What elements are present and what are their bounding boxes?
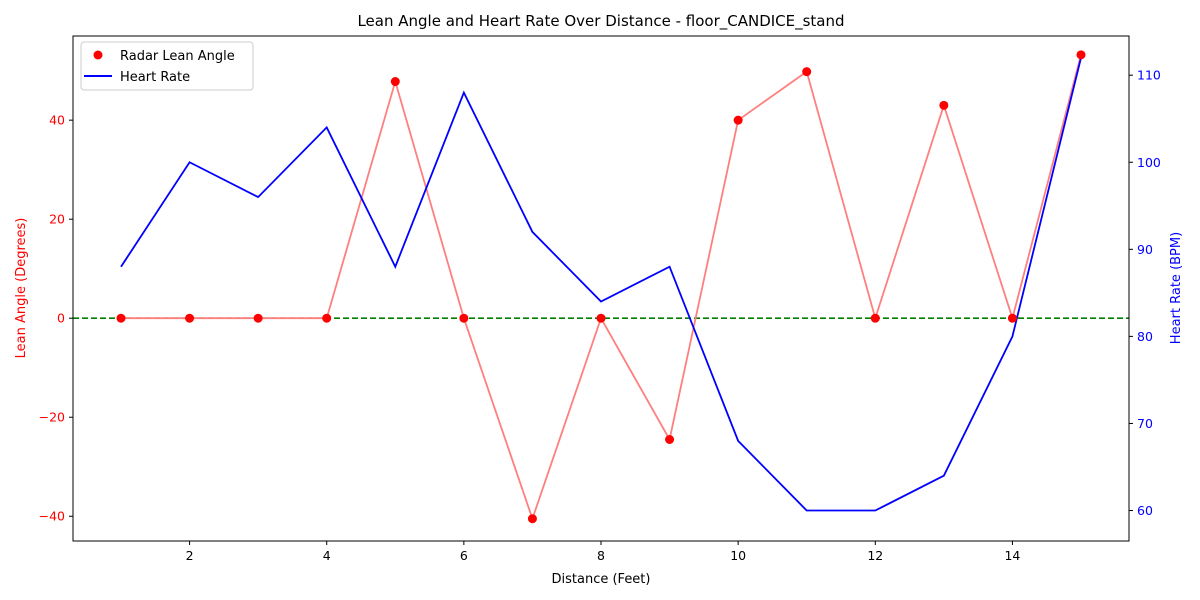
legend-box (80, 41, 254, 91)
x-axis-title: Distance (Feet) (552, 572, 651, 587)
x-tick-label: 14 (1004, 548, 1020, 563)
left-y-tick-label: 0 (57, 311, 65, 326)
lean-angle-point (253, 313, 263, 323)
chart-title: Lean Angle and Heart Rate Over Distance … (357, 12, 844, 31)
x-tick-label: 10 (730, 548, 746, 563)
lean-angle-point (939, 100, 949, 110)
right-y-tick-label: 100 (1137, 155, 1161, 170)
x-tick-label: 2 (186, 548, 194, 563)
lean-angle-point (459, 313, 469, 323)
legend: Radar Lean Angle Heart Rate (80, 41, 254, 91)
right-y-tick-label: 90 (1137, 242, 1153, 257)
lean-angle-point (116, 313, 126, 323)
lean-angle-point (802, 67, 812, 77)
lean-angle-point (733, 115, 743, 125)
lean-angle-point (870, 313, 880, 323)
x-tick-label: 8 (597, 548, 605, 563)
legend-label-heart: Heart Rate (120, 70, 190, 85)
axes: 2 4 6 8 10 12 14 −40 −20 0 20 40 60 70 80 90 100 110 (39, 68, 1161, 563)
lean-angle-point (665, 435, 675, 445)
left-axis-title: Lean Angle (Degrees) (14, 218, 29, 359)
left-y-tick-label: −20 (39, 410, 65, 425)
lean-angle-point (596, 313, 606, 323)
right-axis-title: Heart Rate (BPM) (1169, 232, 1184, 344)
right-y-tick-label: 80 (1137, 329, 1153, 344)
x-tick-label: 6 (460, 548, 468, 563)
x-tick-label: 4 (323, 548, 331, 563)
legend-marker-lean (93, 50, 103, 60)
lean-angle-point (527, 514, 537, 524)
left-y-tick-label: 20 (49, 212, 65, 227)
right-y-tick-label: 70 (1137, 416, 1153, 431)
right-y-tick-label: 60 (1137, 503, 1153, 518)
lean-angle-point (390, 77, 400, 87)
lean-angle-point (1007, 313, 1017, 323)
lean-angle-point (1076, 50, 1086, 60)
heart-rate-line (120, 57, 1082, 512)
lean-angle-point (322, 313, 332, 323)
lean-angle-point (185, 313, 195, 323)
x-tick-label: 12 (867, 548, 883, 563)
plot-area (73, 50, 1129, 524)
right-y-tick-label: 110 (1137, 68, 1161, 83)
left-y-tick-label: 40 (49, 113, 65, 128)
legend-label-lean: Radar Lean Angle (120, 49, 235, 64)
left-y-tick-label: −40 (39, 509, 65, 524)
